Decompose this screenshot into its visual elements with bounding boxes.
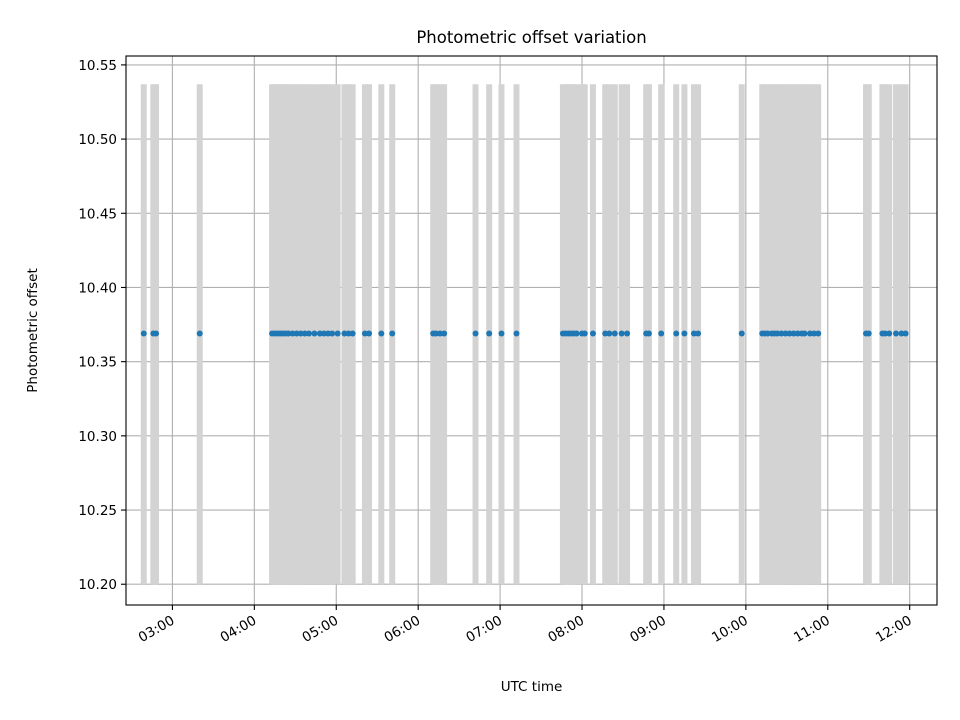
data-point-28 [389,330,396,337]
y-tick-label-2: 10.30 [78,429,117,445]
y-tick-label-5: 10.45 [78,206,117,222]
data-point-47 [606,330,613,337]
data-point-54 [673,330,680,337]
y-tick-label-0: 10.20 [78,577,117,593]
y-tick-label-3: 10.35 [78,355,117,371]
data-point-21 [334,330,341,337]
data-point-82 [902,330,909,337]
data-point-55 [681,330,688,337]
data-point-32 [441,330,448,337]
data-point-71 [801,330,808,337]
data-point-80 [893,330,900,337]
data-point-42 [573,330,580,337]
data-point-2 [153,330,160,337]
data-point-44 [581,330,588,337]
data-point-35 [498,330,505,337]
y-tick-label-4: 10.40 [78,280,117,296]
y-tick-label-6: 10.50 [78,132,117,148]
y-axis: 10.20 10.25 10.30 10.35 10.40 10.45 10.50 10.55 [78,58,126,593]
data-point-58 [738,330,745,337]
data-point-76 [865,330,872,337]
y-axis-label: Photometric offset [25,268,41,392]
data-point-79 [886,330,893,337]
x-axis-label: UTC time [501,679,563,695]
plot-frame [125,55,938,606]
point-layer [140,330,909,337]
data-point-20 [329,330,336,337]
data-point-36 [513,330,520,337]
data-point-3 [196,330,203,337]
data-point-34 [486,330,493,337]
data-point-53 [658,330,665,337]
data-point-26 [366,330,373,337]
y-tick-label-1: 10.25 [78,503,117,519]
data-point-0 [140,330,147,337]
data-point-16 [311,330,318,337]
data-point-49 [618,330,625,337]
chart-title: Photometric offset variation [416,28,646,47]
data-point-74 [815,330,822,337]
y-tick-label-7: 10.55 [78,58,117,74]
data-point-57 [695,330,702,337]
data-point-24 [349,330,356,337]
data-point-15 [305,330,312,337]
data-point-33 [472,330,479,337]
data-point-48 [611,330,618,337]
data-point-27 [378,330,385,337]
data-point-50 [624,330,631,337]
data-point-45 [589,330,596,337]
data-point-52 [645,330,652,337]
